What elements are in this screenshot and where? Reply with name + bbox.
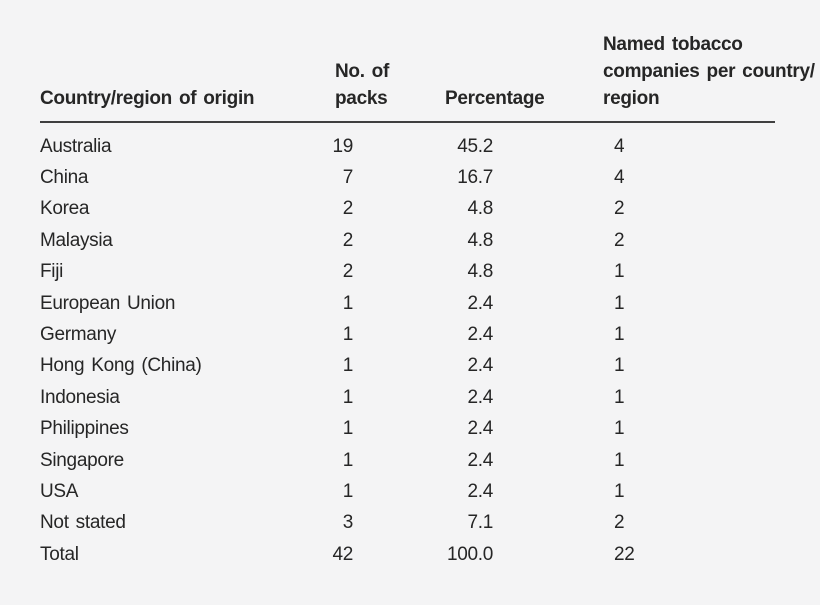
cell-country: Malaysia	[40, 229, 113, 251]
cell-packs: 42	[332, 543, 353, 565]
cell-percentage: 4.8	[467, 198, 493, 220]
column-header-country: Country/region of origin	[40, 88, 255, 109]
column-header-companies-line3: region	[603, 88, 660, 109]
cell-percentage: 2.4	[467, 449, 493, 471]
cell-country: Germany	[40, 324, 117, 346]
data-table: Country/region of origin No. of packs Pe…	[40, 31, 815, 570]
cell-companies: 1	[614, 386, 625, 408]
cell-packs: 2	[342, 229, 354, 251]
table-row: European Union 1 2.4 1	[40, 288, 775, 319]
table-row: Malaysia 2 4.8 2	[40, 225, 775, 256]
table-row: Philippines 1 2.4 1	[40, 414, 775, 445]
column-header-companies-line2: companies per country/	[603, 61, 815, 82]
table-row: Not stated 3 7.1 2	[40, 508, 775, 539]
table-row: Singapore 1 2.4 1	[40, 445, 775, 476]
cell-packs: 19	[332, 135, 353, 157]
cell-percentage: 2.4	[467, 418, 493, 440]
cell-percentage: 2.4	[467, 480, 493, 502]
cell-packs: 1	[342, 418, 354, 440]
cell-country: Singapore	[40, 449, 124, 471]
cell-country: USA	[40, 480, 79, 502]
cell-country: Korea	[40, 198, 90, 220]
table-row: Indonesia 1 2.4 1	[40, 382, 775, 413]
table-row: Fiji 2 4.8 1	[40, 257, 775, 288]
cell-percentage: 2.4	[467, 324, 493, 346]
cell-percentage: 2.4	[467, 355, 493, 377]
table-body: Australia 19 45.2 4 China 7 16.7 4 Korea…	[40, 131, 775, 570]
cell-packs: 1	[342, 449, 354, 471]
cell-packs: 1	[342, 324, 354, 346]
cell-packs: 2	[342, 198, 354, 220]
column-header-companies-line1: Named tobacco	[603, 34, 743, 55]
cell-packs: 1	[342, 355, 354, 377]
table-row: Australia 19 45.2 4	[40, 131, 775, 162]
cell-packs: 2	[342, 261, 354, 283]
column-header-companies: Named tobacco companies per country/ reg…	[493, 31, 815, 112]
cell-companies: 1	[614, 355, 625, 377]
cell-companies: 1	[614, 449, 625, 471]
cell-companies: 2	[614, 512, 625, 534]
cell-percentage: 16.7	[457, 167, 493, 189]
cell-country: China	[40, 167, 89, 189]
cell-country: Australia	[40, 135, 112, 157]
table-header: Country/region of origin No. of packs Pe…	[40, 31, 815, 123]
cell-country: Indonesia	[40, 386, 120, 408]
cell-percentage: 2.4	[467, 292, 493, 314]
cell-country: Fiji	[40, 261, 64, 283]
cell-companies: 4	[614, 167, 625, 189]
column-header-packs-line2: packs	[335, 88, 388, 109]
column-header-packs: No. of packs	[290, 58, 390, 112]
cell-country: Not stated	[40, 512, 126, 534]
cell-country: Total	[40, 543, 79, 565]
cell-companies: 4	[614, 135, 625, 157]
column-header-percentage: Percentage	[445, 88, 545, 109]
cell-companies: 1	[614, 292, 625, 314]
table-row: China 7 16.7 4	[40, 162, 775, 193]
table-row: Germany 1 2.4 1	[40, 319, 775, 350]
cell-companies: 1	[614, 324, 625, 346]
cell-percentage: 4.8	[467, 229, 493, 251]
cell-country: European Union	[40, 292, 176, 314]
table-row: USA 1 2.4 1	[40, 476, 775, 507]
cell-companies: 1	[614, 418, 625, 440]
cell-companies: 22	[614, 543, 635, 565]
cell-percentage: 4.8	[467, 261, 493, 283]
table-row-total: Total 42 100.0 22	[40, 539, 775, 570]
cell-percentage: 7.1	[467, 512, 493, 534]
cell-packs: 7	[342, 167, 354, 189]
cell-packs: 1	[342, 386, 354, 408]
cell-percentage: 2.4	[467, 386, 493, 408]
cell-companies: 2	[614, 198, 625, 220]
cell-companies: 1	[614, 261, 625, 283]
cell-percentage: 100.0	[446, 543, 493, 565]
cell-country: Philippines	[40, 418, 129, 440]
cell-packs: 1	[342, 292, 354, 314]
column-header-packs-line1: No. of	[335, 61, 390, 82]
table-row: Korea 2 4.8 2	[40, 194, 775, 225]
cell-country: Hong Kong (China)	[40, 355, 202, 377]
cell-companies: 2	[614, 229, 625, 251]
cell-packs: 1	[342, 480, 354, 502]
cell-percentage: 45.2	[457, 135, 493, 157]
table-row: Hong Kong (China) 1 2.4 1	[40, 351, 775, 382]
cell-packs: 3	[342, 512, 354, 534]
cell-companies: 1	[614, 480, 625, 502]
